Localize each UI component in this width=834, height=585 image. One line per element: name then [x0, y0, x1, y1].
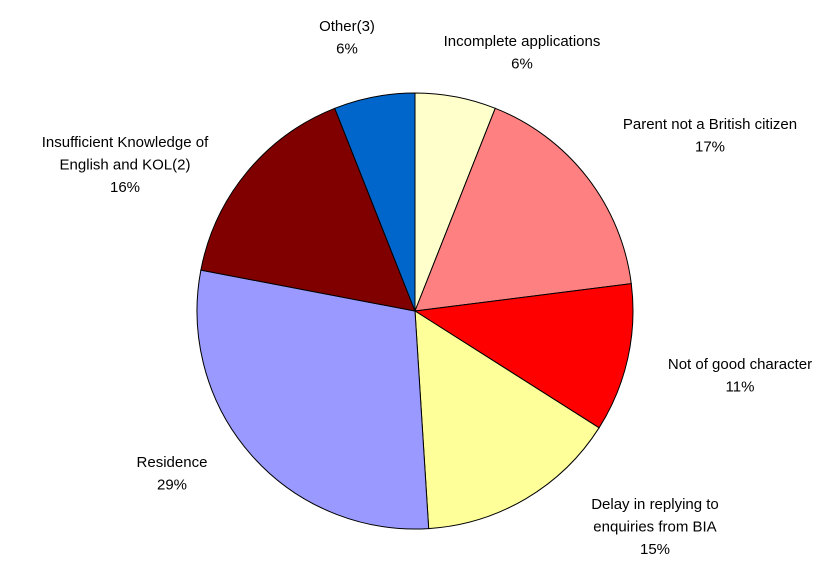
slice-label: Other(3) — [319, 18, 375, 35]
slice-label: Incomplete applications — [444, 33, 601, 50]
pie-slice — [196, 269, 430, 530]
slice-value-label: 11% — [726, 378, 755, 395]
pie-slice — [413, 283, 634, 429]
pie-slice — [414, 107, 632, 312]
slice-value-label: 6% — [511, 55, 533, 72]
slice-label: Residence — [137, 454, 208, 471]
slice-label: Insufficient Knowledge of English and KOL… — [42, 134, 209, 174]
slice-label: Parent not a British citizen — [623, 116, 797, 133]
slice-value-label: 16% — [110, 179, 140, 196]
slice-value-label: 15% — [640, 541, 670, 558]
pie-slice — [414, 310, 600, 530]
pie-slice — [334, 92, 416, 312]
slice-value-label: 17% — [695, 138, 725, 155]
slice-label: Delay in replying to enquiries from BIA — [591, 496, 719, 536]
slice-value-label: 29% — [157, 476, 187, 493]
slice-label: Not of good character — [668, 356, 812, 373]
slice-value-label: 6% — [336, 40, 358, 57]
pie-slice — [200, 107, 416, 312]
